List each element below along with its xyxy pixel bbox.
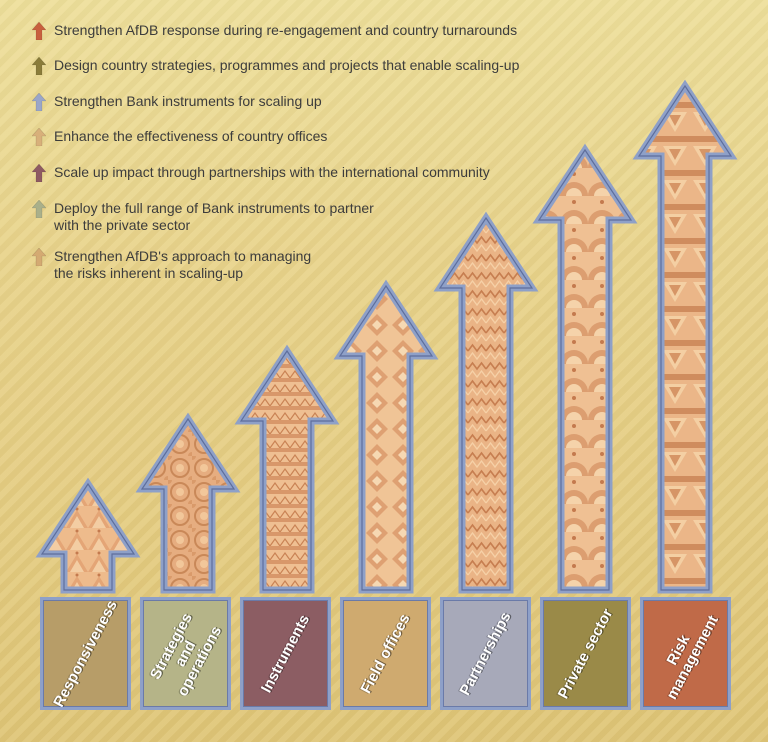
category-box: Instruments: [240, 597, 331, 710]
legend-text: Strengthen Bank instruments for scaling …: [54, 93, 322, 109]
legend-text: Enhance the effectiveness of country off…: [54, 128, 328, 144]
arrow-4: [333, 279, 439, 594]
category-label: Risk management: [662, 612, 722, 702]
legend-text: Strengthen AfDB's approach to managing t…: [54, 248, 312, 281]
arrow-2: [135, 412, 241, 594]
arrow-outline-7: [637, 84, 733, 591]
legend-item: Strengthen AfDB's approach to managing t…: [32, 248, 311, 282]
category-label: Strategies and operations: [146, 609, 225, 699]
arrow-outline-4: [338, 284, 434, 591]
arrow-up-icon: [32, 57, 46, 75]
category-label: Field offices: [357, 610, 414, 696]
arrow-6: [532, 143, 638, 594]
arrow-outline-5: [438, 216, 534, 591]
arrow-outline-3: [239, 349, 335, 591]
category-box: Partnerships: [440, 597, 531, 710]
category-label: Instruments: [257, 611, 313, 696]
category-box: Responsiveness: [40, 597, 131, 710]
legend-text: Design country strategies, programmes an…: [54, 57, 520, 73]
arrow-3: [234, 344, 340, 594]
arrow-1: [35, 477, 141, 594]
arrow-up-icon: [32, 248, 46, 266]
legend-item: Deploy the full range of Bank instrument…: [32, 200, 374, 234]
legend-item: Scale up impact through partnerships wit…: [32, 164, 490, 182]
legend-item: Strengthen Bank instruments for scaling …: [32, 93, 322, 111]
category-label: Private sector: [554, 605, 616, 702]
arrow-outline-6: [537, 148, 633, 591]
category-box: Strategies and operations: [140, 597, 231, 710]
arrow-up-icon: [32, 164, 46, 182]
arrow-up-icon: [32, 93, 46, 111]
arrow-outline-2: [140, 417, 236, 591]
category-box: Risk management: [640, 597, 731, 710]
arrow-up-icon: [32, 128, 46, 146]
legend-text: Strengthen AfDB response during re-engag…: [54, 22, 518, 38]
category-label: Partnerships: [456, 608, 515, 698]
legend-text: Deploy the full range of Bank instrument…: [54, 200, 374, 233]
legend-item: Enhance the effectiveness of country off…: [32, 128, 327, 146]
category-label: Responsiveness: [49, 597, 121, 710]
category-box: Field offices: [340, 597, 431, 710]
legend-text: Scale up impact through partnerships wit…: [54, 164, 490, 180]
arrow-up-icon: [32, 22, 46, 40]
category-box: Private sector: [540, 597, 631, 710]
arrow-7: [632, 79, 738, 594]
legend-item: Strengthen AfDB response during re-engag…: [32, 22, 517, 40]
arrow-up-icon: [32, 200, 46, 218]
legend-item: Design country strategies, programmes an…: [32, 57, 519, 75]
arrow-outline-1: [40, 482, 136, 591]
arrow-5: [433, 211, 539, 594]
